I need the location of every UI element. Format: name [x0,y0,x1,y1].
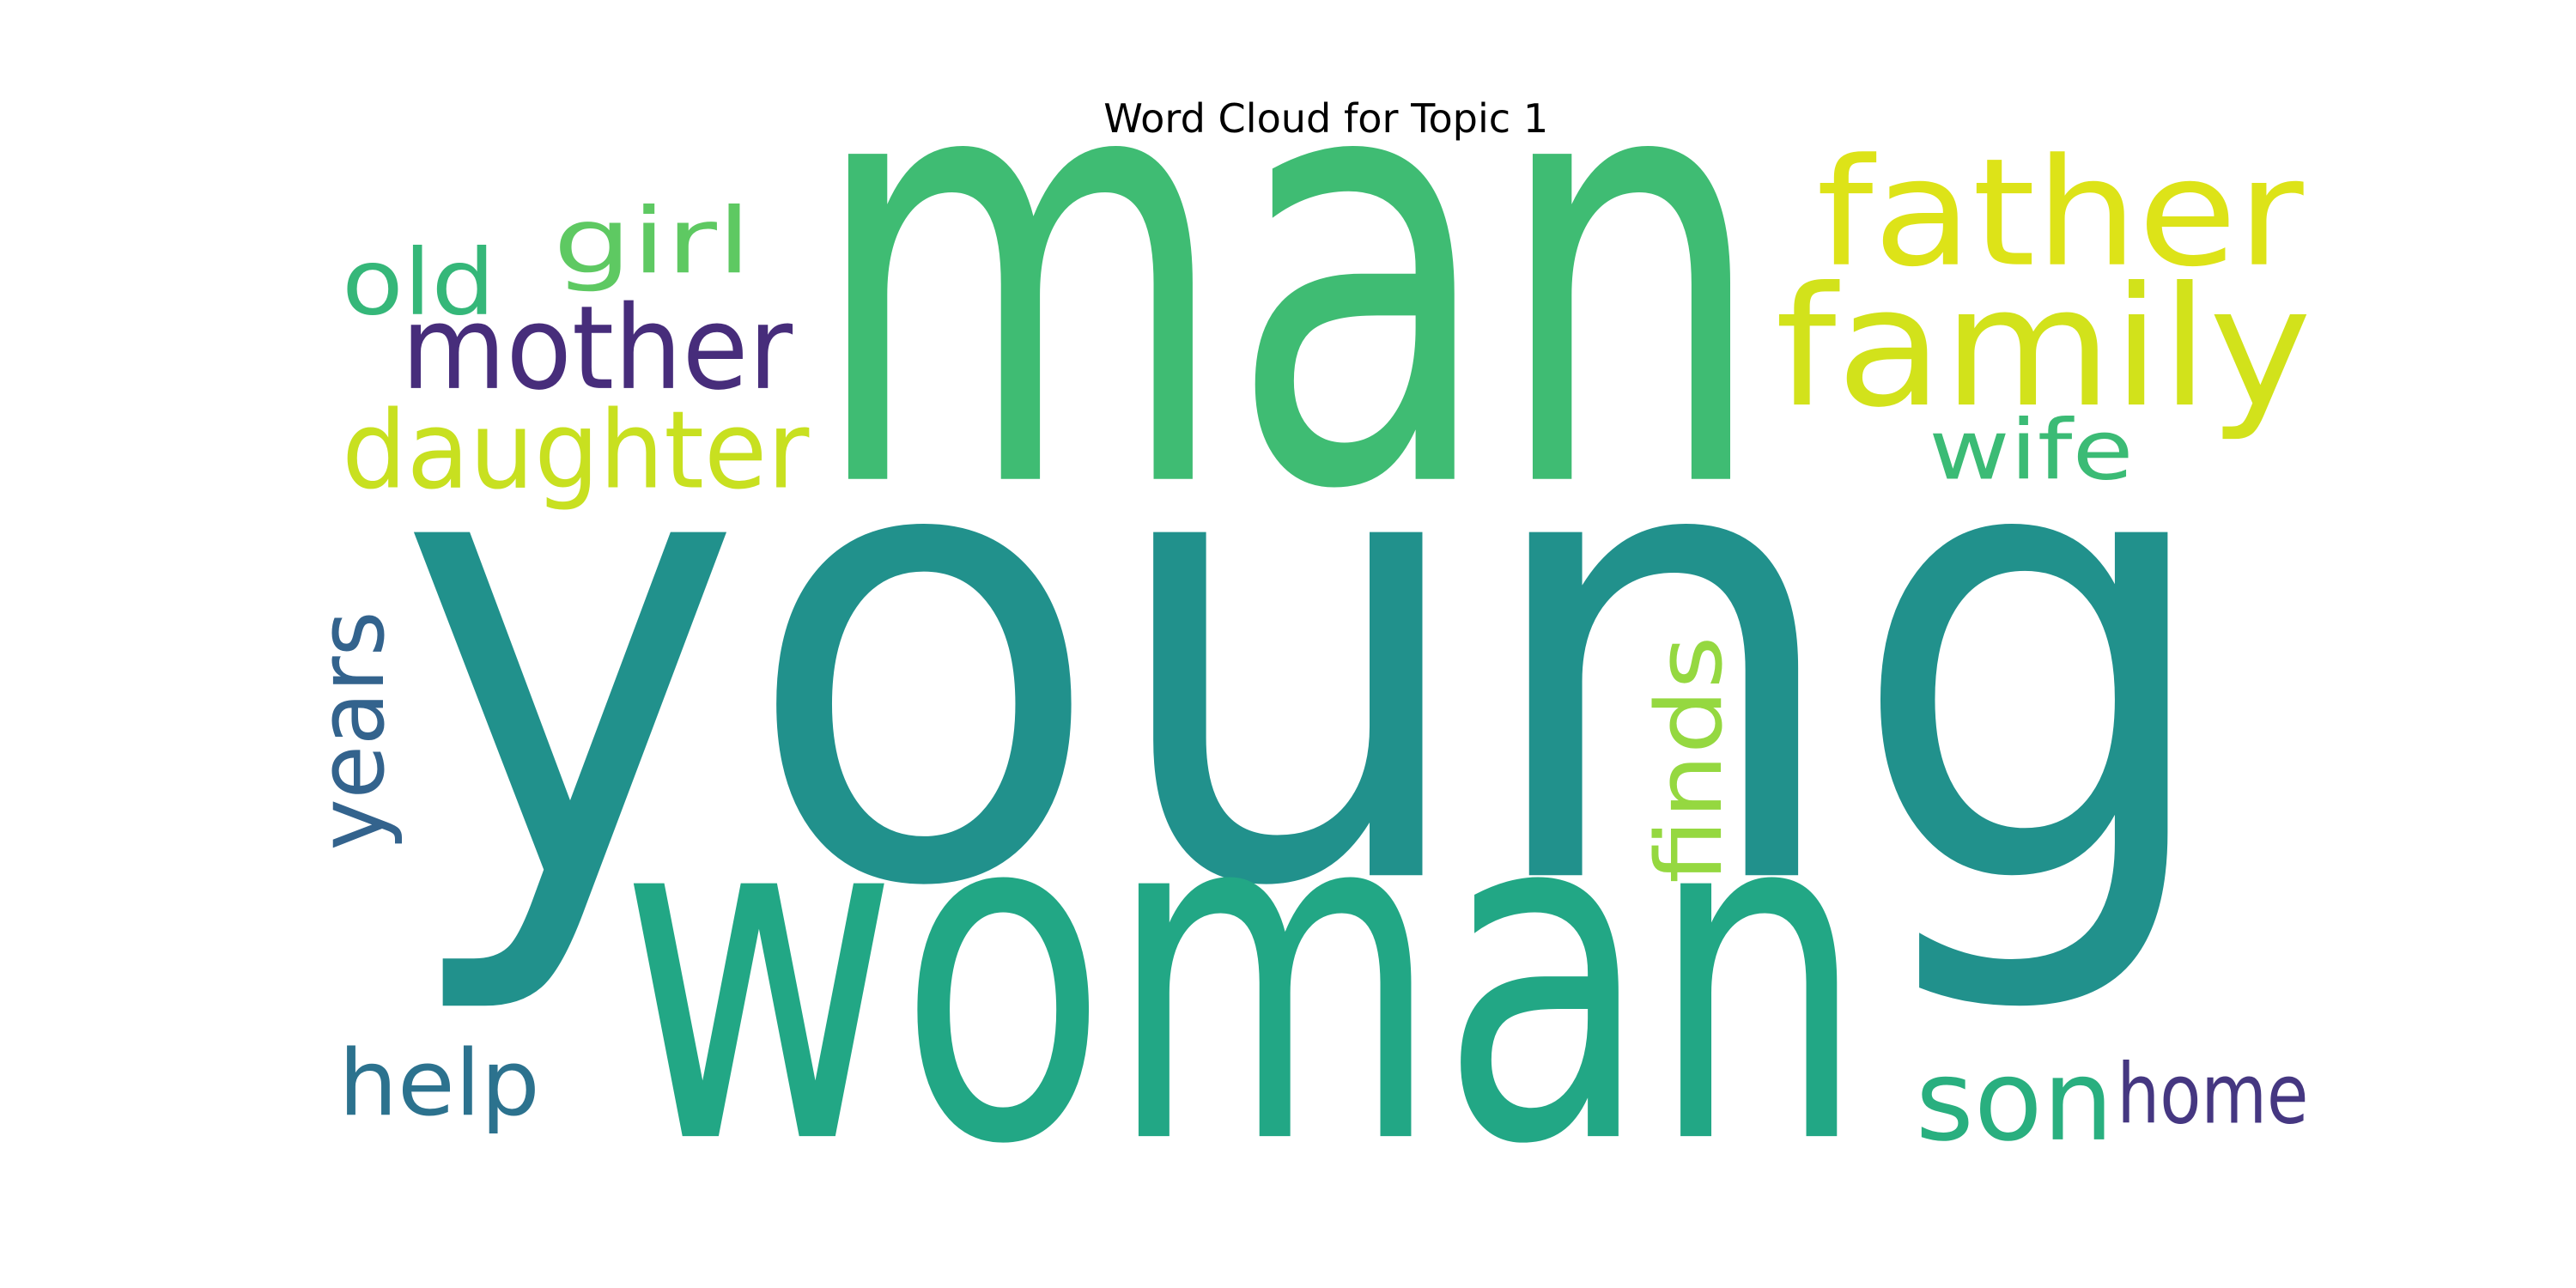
word: family [1775,252,2312,444]
word: finds [1637,635,1742,883]
word: old [342,229,495,335]
word: daughter [342,388,810,513]
word: wife [1929,403,2133,499]
word: woman [619,707,1866,1245]
word: years [299,611,404,851]
word: young [397,294,2221,1024]
word: help [338,1030,540,1136]
chart-title: Word Cloud for Topic 1 [1103,95,1548,142]
word: father [1816,126,2304,300]
word: girl [553,188,751,294]
word: home [2117,1047,2308,1143]
word: man [809,0,1766,620]
word: mother [401,281,793,416]
word: son [1916,1036,2114,1166]
